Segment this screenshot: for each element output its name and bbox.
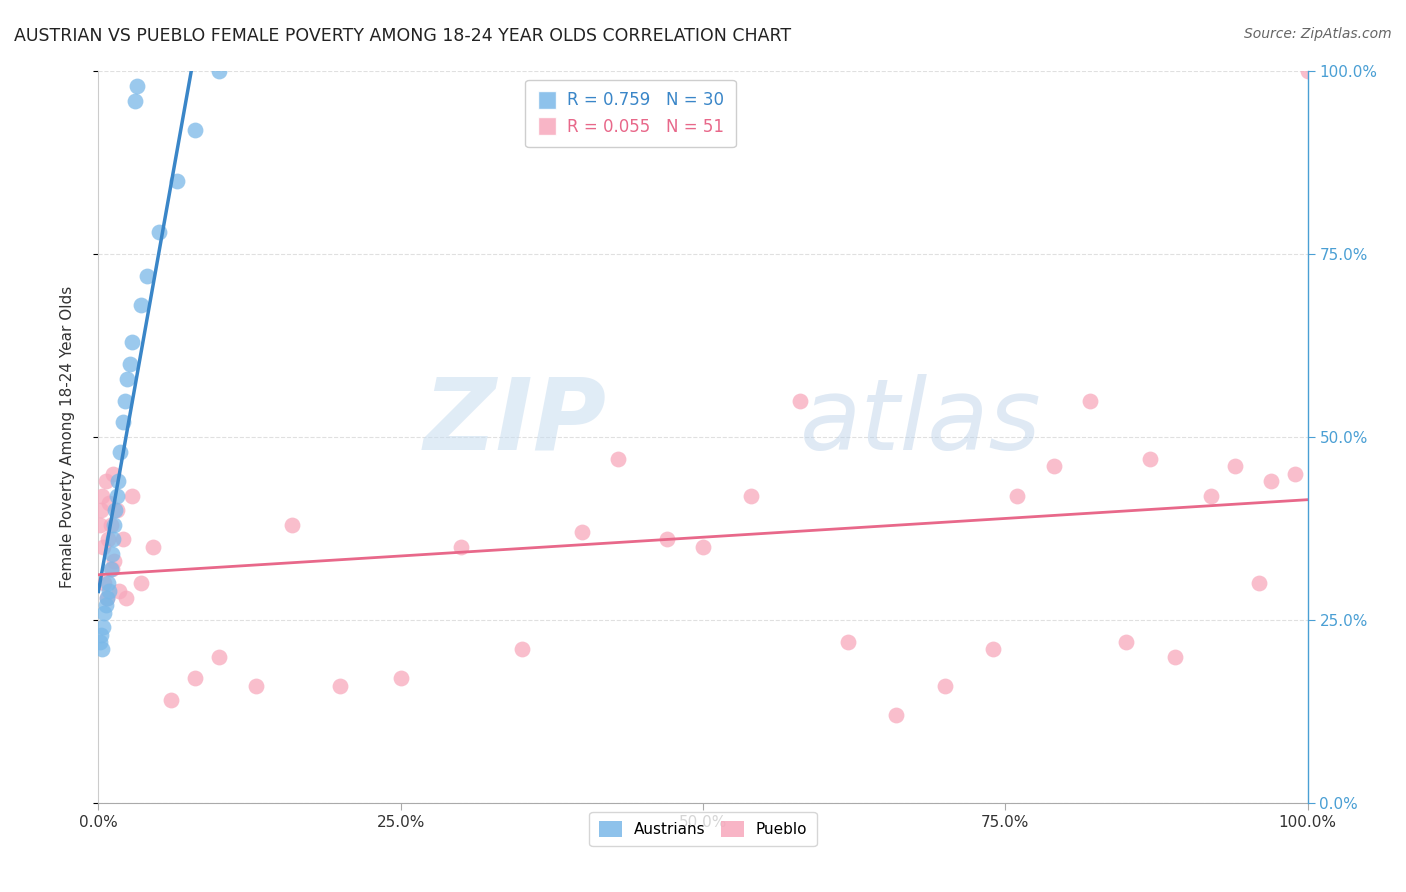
Point xyxy=(100,562,122,576)
Point xyxy=(208,649,231,664)
Point xyxy=(1284,467,1306,481)
Point xyxy=(281,517,304,532)
Point xyxy=(160,693,183,707)
Point xyxy=(1249,576,1271,591)
Point xyxy=(1115,635,1137,649)
Point xyxy=(117,371,139,385)
Point xyxy=(114,393,136,408)
Point xyxy=(142,540,165,554)
Point xyxy=(89,517,111,532)
Point xyxy=(111,533,134,547)
Point xyxy=(450,540,472,554)
Point xyxy=(115,591,138,605)
Point xyxy=(607,452,630,467)
Point xyxy=(100,562,122,576)
Point xyxy=(93,606,115,620)
Point xyxy=(91,540,114,554)
Point xyxy=(208,64,231,78)
Point xyxy=(1139,452,1161,467)
Point xyxy=(108,444,131,458)
Point xyxy=(98,583,121,598)
Text: Source: ZipAtlas.com: Source: ZipAtlas.com xyxy=(1244,27,1392,41)
Point xyxy=(121,489,143,503)
Point xyxy=(101,467,124,481)
Point xyxy=(91,489,114,503)
Point xyxy=(118,357,141,371)
Point xyxy=(103,554,125,568)
Y-axis label: Female Poverty Among 18-24 Year Olds: Female Poverty Among 18-24 Year Olds xyxy=(60,286,75,588)
Point xyxy=(389,672,412,686)
Point xyxy=(1260,474,1282,488)
Point xyxy=(934,679,956,693)
Point xyxy=(329,679,352,693)
Point xyxy=(692,540,714,554)
Point xyxy=(789,393,811,408)
Point xyxy=(90,627,112,641)
Point xyxy=(98,496,121,510)
Legend: Austrians, Pueblo: Austrians, Pueblo xyxy=(589,812,817,847)
Point xyxy=(124,94,146,108)
Point xyxy=(100,517,122,532)
Point xyxy=(981,642,1004,657)
Point xyxy=(111,416,134,430)
Point xyxy=(100,547,122,561)
Point xyxy=(121,334,143,349)
Point xyxy=(107,474,129,488)
Point xyxy=(148,225,170,239)
Point xyxy=(105,503,128,517)
Point xyxy=(1223,459,1246,474)
Point xyxy=(184,672,207,686)
Point xyxy=(184,123,207,137)
Point xyxy=(105,489,128,503)
Point xyxy=(1296,64,1319,78)
Point xyxy=(245,679,267,693)
Point xyxy=(837,635,859,649)
Point xyxy=(89,635,111,649)
Point xyxy=(510,642,533,657)
Point xyxy=(91,642,114,657)
Point xyxy=(1163,649,1185,664)
Point xyxy=(129,576,152,591)
Point xyxy=(1042,459,1064,474)
Point xyxy=(101,533,124,547)
Point xyxy=(108,583,131,598)
Point xyxy=(96,591,118,605)
Point xyxy=(127,78,149,93)
Text: ZIP: ZIP xyxy=(423,374,606,471)
Point xyxy=(90,503,112,517)
Point xyxy=(97,533,120,547)
Text: AUSTRIAN VS PUEBLO FEMALE POVERTY AMONG 18-24 YEAR OLDS CORRELATION CHART: AUSTRIAN VS PUEBLO FEMALE POVERTY AMONG … xyxy=(14,27,792,45)
Text: atlas: atlas xyxy=(800,374,1042,471)
Point xyxy=(1007,489,1029,503)
Point xyxy=(94,474,117,488)
Point xyxy=(655,533,678,547)
Point xyxy=(1199,489,1222,503)
Point xyxy=(886,708,908,723)
Point xyxy=(97,576,120,591)
Point xyxy=(1078,393,1101,408)
Point xyxy=(166,174,188,188)
Point xyxy=(94,599,117,613)
Point xyxy=(104,503,127,517)
Point xyxy=(571,525,593,540)
Point xyxy=(103,517,125,532)
Point xyxy=(740,489,762,503)
Point xyxy=(129,298,152,312)
Point xyxy=(93,576,115,591)
Point xyxy=(91,620,114,634)
Point xyxy=(96,591,118,605)
Point xyxy=(135,269,157,284)
